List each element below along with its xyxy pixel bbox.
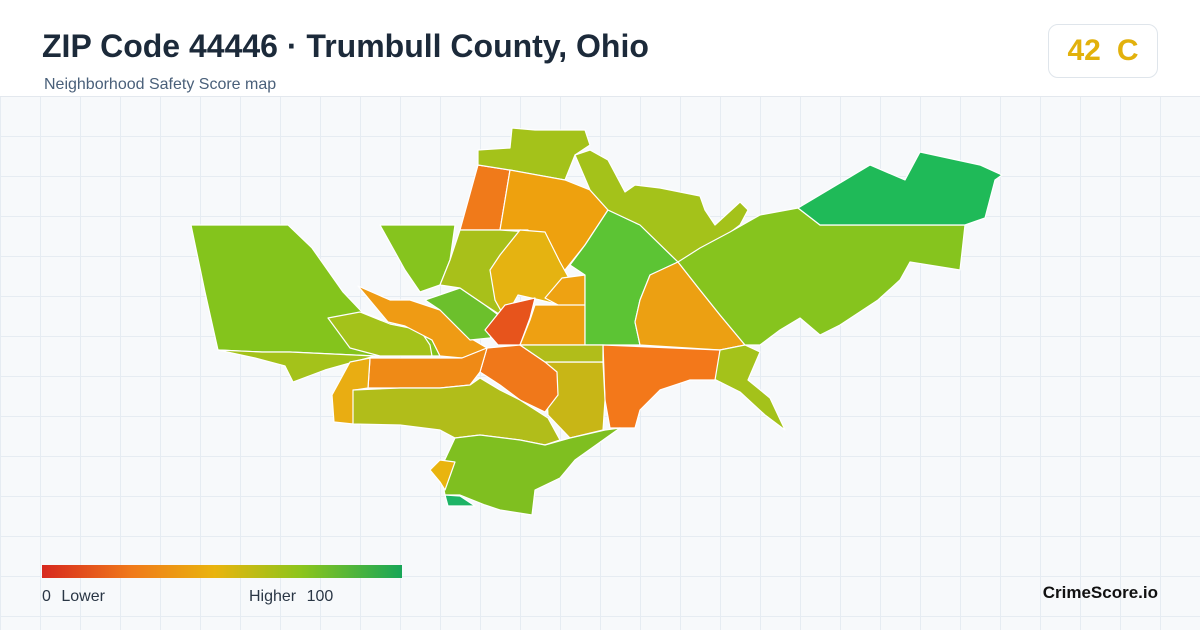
legend-max-label: Higher xyxy=(249,588,297,605)
legend-max: Higher 100 xyxy=(249,588,339,606)
legend-min-value: 0 xyxy=(42,588,51,605)
legend-min-label: Lower xyxy=(61,588,105,605)
map-region[interactable] xyxy=(677,207,966,346)
map-region[interactable] xyxy=(602,344,721,429)
map-region[interactable] xyxy=(352,377,561,446)
map-region[interactable] xyxy=(439,427,621,516)
page-title: ZIP Code 44446 · Trumbull County, Ohio xyxy=(42,28,649,64)
legend-max-value: 100 xyxy=(306,588,334,605)
map-region[interactable] xyxy=(711,344,786,431)
page-subtitle: Neighborhood Safety Score map xyxy=(44,76,277,93)
map-region[interactable] xyxy=(217,349,376,383)
legend-color-scale xyxy=(42,565,402,578)
safety-score-badge: 42 C xyxy=(1048,24,1158,78)
header: ZIP Code 44446 · Trumbull County, Ohio N… xyxy=(0,0,1200,97)
map-region[interactable] xyxy=(797,151,1003,226)
map-region[interactable] xyxy=(327,311,433,357)
map-region[interactable] xyxy=(574,149,749,263)
map-region[interactable] xyxy=(429,459,456,491)
score-grade: C xyxy=(1116,34,1139,67)
legend-min: 0 Lower xyxy=(42,588,111,606)
map-region[interactable] xyxy=(519,344,604,363)
map-region[interactable] xyxy=(477,127,591,181)
brand-logo-text[interactable]: CrimeScore.io xyxy=(1042,583,1158,602)
map-region[interactable] xyxy=(444,494,476,507)
score-value: 42 xyxy=(1067,34,1101,67)
